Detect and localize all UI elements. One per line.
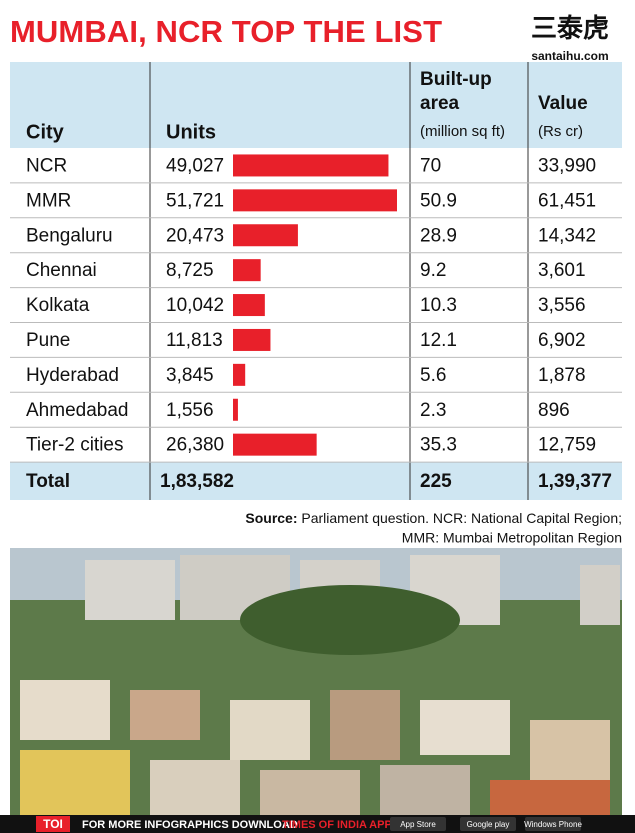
units-label: 3,845 [166,365,214,386]
units-label: 20,473 [166,225,224,246]
city: Chennai [26,260,97,281]
value: 33,990 [538,155,596,176]
bar [233,224,298,247]
footer-brand: TOI [43,817,63,831]
area: 35.3 [420,435,457,456]
header-area: Built-up area [420,69,492,114]
city: Pune [26,330,70,351]
header-value-unit: (Rs cr) [538,123,583,140]
area: 50.9 [420,190,457,211]
header-area-text2: area [420,93,460,114]
total-bg [10,462,622,500]
units-label: 11,813 [166,330,223,351]
area: 70 [420,155,441,176]
badge[interactable]: Windows Phone [524,820,582,829]
city: NCR [26,155,67,176]
value: 3,601 [538,260,586,281]
source-text2: MMR: Mumbai Metropolitan Region [402,530,622,546]
footer-text: FOR MORE INFOGRAPHICS DOWNLOAD [82,819,298,831]
units-label: 8,725 [166,260,214,281]
title: MUMBAI, NCR TOP THE LIST [10,14,442,49]
units-label: 1,556 [166,400,214,421]
value: 61,451 [538,190,596,211]
city: Hyderabad [26,365,119,386]
badge-bg [525,817,581,831]
area: 28.9 [420,225,457,246]
bar [233,189,397,212]
badge[interactable]: Google play [467,820,510,829]
header-area-text: Built-up [420,69,492,90]
value: 1,878 [538,365,586,386]
bar [233,328,271,351]
logo-url: santaihu.com [531,49,608,63]
units-label: 26,380 [166,435,224,456]
badge-bg [460,817,516,831]
bar [233,398,238,421]
source: Source: Parliament question. NCR: Nation… [245,510,622,526]
city: MMR [26,190,71,211]
total-units: 1,83,582 [160,471,234,492]
footer-app: TIMES OF INDIA APP [282,819,392,831]
bar [233,363,246,386]
header-area-unit: (million sq ft) [420,123,505,140]
area: 9.2 [420,260,446,281]
logo-name: 三泰虎 [531,14,609,44]
bar [233,259,261,282]
area: 2.3 [420,400,446,421]
value: 3,556 [538,295,586,316]
units-label: 51,721 [166,190,224,211]
units-label: 10,042 [166,295,224,316]
total-area: 225 [420,471,452,492]
city: Kolkata [26,295,90,316]
total-label: Total [26,471,70,492]
city: Ahmedabad [26,400,128,421]
value: 6,902 [538,330,586,351]
value: 896 [538,400,570,421]
units-label: 49,027 [166,155,224,176]
bar [233,433,317,456]
header-units: Units [166,121,216,143]
badge-bg [390,817,446,831]
header-city: City [26,121,65,143]
area: 5.6 [420,365,446,386]
bar [233,294,265,317]
area-l1: Built-up [420,69,492,90]
city: Tier-2 cities [26,435,123,456]
value: 14,342 [538,225,596,246]
bar [233,154,389,177]
badge[interactable]: App Store [400,820,436,829]
value: 12,759 [538,435,596,456]
area-l2: area [420,93,460,114]
area: 10.3 [420,295,457,316]
total-value: 1,39,377 [538,471,612,492]
header-bg [10,62,622,148]
city: Bengaluru [26,225,113,246]
header-value: Value [538,93,588,114]
source-text: Parliament question. NCR: National Capit… [301,510,622,526]
area: 12.1 [420,330,457,351]
toi-badge [36,816,70,832]
source-label: Source: [245,510,297,526]
photo [10,548,622,815]
